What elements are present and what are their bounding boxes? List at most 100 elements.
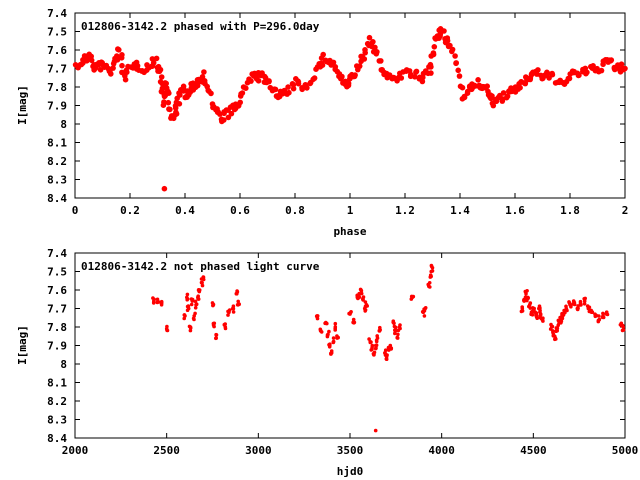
data-point xyxy=(441,28,447,34)
data-point xyxy=(193,299,198,304)
data-point xyxy=(161,185,168,192)
data-point xyxy=(551,330,555,335)
data-point xyxy=(151,296,155,300)
data-point xyxy=(196,294,200,299)
data-point xyxy=(578,299,583,304)
data-point xyxy=(475,77,481,83)
x-tick-label: 0 xyxy=(72,204,79,217)
x-tick-label: 4000 xyxy=(428,444,455,457)
chart-title: 012806-3142.2 phased with P=296.0day xyxy=(81,20,320,33)
data-point xyxy=(431,44,438,50)
data-point xyxy=(285,84,291,90)
data-point xyxy=(349,310,353,314)
data-point xyxy=(604,310,609,315)
data-point xyxy=(428,70,434,76)
data-point xyxy=(374,346,378,350)
data-point xyxy=(185,292,190,297)
y-axis-label: I[mag] xyxy=(16,85,29,125)
data-point xyxy=(560,316,565,321)
data-point xyxy=(370,345,374,350)
data-point xyxy=(578,303,583,307)
plot-frame xyxy=(74,252,626,439)
data-point xyxy=(222,322,227,327)
data-point xyxy=(214,336,218,341)
data-point xyxy=(534,311,539,315)
data-point xyxy=(185,304,190,309)
data-point xyxy=(520,305,524,309)
data-point xyxy=(163,80,169,87)
data-point xyxy=(88,57,95,64)
data-point xyxy=(375,334,380,338)
data-point xyxy=(188,328,193,333)
data-point xyxy=(156,300,161,304)
data-point xyxy=(185,308,190,313)
data-point xyxy=(299,86,306,93)
data-point xyxy=(166,90,172,96)
y-tick-label: 8 xyxy=(60,118,67,131)
data-point xyxy=(391,320,396,325)
data-point xyxy=(489,93,495,99)
x-tick-label: 1 xyxy=(347,204,354,217)
y-ticks: 7.4 7.5 7.6 7.7 7.8 7.9 8 8.1 8.2 8.3 8.4 xyxy=(47,7,625,205)
x-tick-label: 1.4 xyxy=(450,204,470,217)
data-point xyxy=(550,324,555,329)
data-point xyxy=(527,304,531,309)
x-tick-label: 0.8 xyxy=(285,204,305,217)
y-tick-label: 7.8 xyxy=(47,81,67,94)
data-point xyxy=(484,83,491,89)
data-point xyxy=(165,99,172,106)
data-point xyxy=(452,53,458,59)
data-point xyxy=(582,302,587,306)
data-point xyxy=(325,321,329,326)
y-tick-label: 7.7 xyxy=(47,303,67,316)
data-point xyxy=(333,326,338,331)
data-point xyxy=(393,331,397,336)
data-point xyxy=(374,343,379,348)
data-point xyxy=(427,61,434,68)
x-axis-label: hjd0 xyxy=(337,465,364,478)
data-point xyxy=(332,64,339,70)
y-tick-label: 8.2 xyxy=(47,155,67,168)
data-point xyxy=(201,69,207,75)
data-point xyxy=(600,315,605,320)
data-point xyxy=(108,71,114,77)
data-point xyxy=(318,327,323,332)
data-point xyxy=(522,298,526,303)
data-point xyxy=(459,84,466,91)
data-point xyxy=(544,70,551,77)
data-point xyxy=(217,111,223,117)
y-tick-label: 7.5 xyxy=(47,26,67,39)
data-point xyxy=(598,67,605,74)
data-points xyxy=(151,263,626,433)
data-point xyxy=(327,329,331,334)
data-point xyxy=(398,75,405,81)
data-point xyxy=(272,86,279,93)
data-point xyxy=(384,357,389,361)
data-point xyxy=(393,328,397,333)
x-tick-label: 0.4 xyxy=(175,204,195,217)
data-point xyxy=(358,287,363,292)
data-point xyxy=(554,329,558,334)
x-ticks: 0 0.2 0.4 0.6 0.8 1 1.2 1.4 1.6 1.8 2 xyxy=(72,13,628,217)
data-point xyxy=(325,333,330,337)
data-point xyxy=(365,304,370,308)
data-point xyxy=(383,348,388,353)
data-point xyxy=(167,106,173,113)
data-point xyxy=(409,297,414,301)
data-point xyxy=(176,101,183,107)
data-point xyxy=(225,114,232,121)
data-point xyxy=(331,336,336,340)
data-point xyxy=(449,46,456,53)
data-point xyxy=(430,51,437,58)
y-tick-label: 8.1 xyxy=(47,137,67,150)
data-point xyxy=(409,294,414,299)
data-point xyxy=(327,343,331,347)
y-tick-label: 7.8 xyxy=(47,321,67,334)
data-point xyxy=(315,314,320,318)
data-point xyxy=(597,314,601,318)
data-point xyxy=(499,98,506,104)
data-point xyxy=(622,65,628,72)
x-tick-label: 4500 xyxy=(520,444,547,457)
data-point xyxy=(311,75,318,81)
data-point xyxy=(569,304,573,309)
